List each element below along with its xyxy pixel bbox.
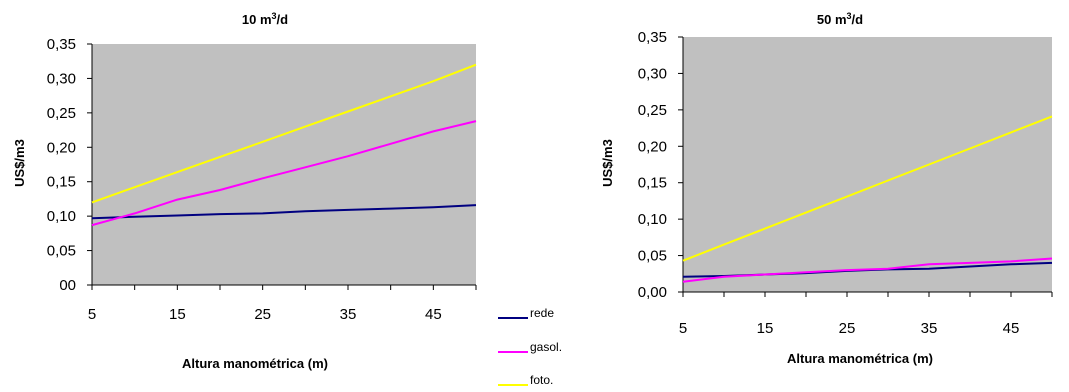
- chart2-y-axis-title: US$/m3: [600, 139, 615, 187]
- chart1-series-rede-line: [91, 204, 477, 220]
- chart1-y-tick-label: 00: [59, 277, 76, 294]
- chart1-title: 10 m3/d: [242, 11, 288, 27]
- chart1-y-tick-label: 0,05: [47, 243, 76, 260]
- chart1-x-tick-label: 35: [340, 306, 357, 323]
- chart2-plot-area: [683, 37, 1052, 292]
- chart2-x-tick-label: 45: [1003, 320, 1020, 337]
- legend-foto-label: foto.: [530, 373, 553, 387]
- chart1-x-tick-label: 45: [425, 306, 442, 323]
- chart1-x-tick-label: 25: [254, 306, 271, 323]
- chart2-y-tick-label: 0,35: [638, 29, 667, 46]
- chart2-x-tick-label: 15: [757, 320, 774, 337]
- chart2-x-tick-label: 35: [921, 320, 938, 337]
- chart1-y-tick-label: 0,15: [47, 174, 76, 191]
- chart2-y-tick-label: 0,20: [638, 138, 667, 155]
- chart2-series-gasol-line: [682, 257, 1053, 283]
- chart2-y-tick-label: 0,25: [638, 102, 667, 119]
- chart1-plot-area: [92, 44, 476, 285]
- chart1-series-gasol-line: [91, 120, 477, 227]
- chart1-y-tick-label: 0,20: [47, 139, 76, 156]
- chart2-series-foto-line: [682, 115, 1053, 262]
- chart1-y-axis-title: US$/m3: [12, 139, 27, 187]
- chart2-y-tick-label: 0,10: [638, 211, 667, 228]
- chart2-title: 50 m3/d: [817, 11, 863, 27]
- legend-rede-label: rede: [530, 306, 554, 320]
- chart1-x-tick-label: 15: [169, 306, 186, 323]
- chart1-y-tick-label: 0,35: [47, 36, 76, 53]
- chart1-series-foto-line: [91, 63, 477, 204]
- chart2-x-tick-label: 5: [679, 320, 687, 337]
- chart1-x-tick-label: 5: [88, 306, 96, 323]
- chart1-x-axis-title: Altura manométrica (m): [182, 356, 328, 371]
- chart2-y-tick-label: 0,15: [638, 175, 667, 192]
- chart2-x-tick-label: 25: [839, 320, 856, 337]
- chart2-y-tick-label: 0,30: [638, 65, 667, 82]
- chart1-y-tick-label: 0,10: [47, 208, 76, 225]
- chart1-y-tick-label: 0,30: [47, 70, 76, 87]
- chart2-x-axis-title: Altura manométrica (m): [787, 351, 933, 366]
- chart2-y-tick-label: 0,05: [638, 248, 667, 265]
- legend-gasol-label: gasol.: [530, 340, 562, 354]
- chart1-y-tick-label: 0,25: [47, 105, 76, 122]
- chart2-y-tick-label: 0,00: [638, 284, 667, 301]
